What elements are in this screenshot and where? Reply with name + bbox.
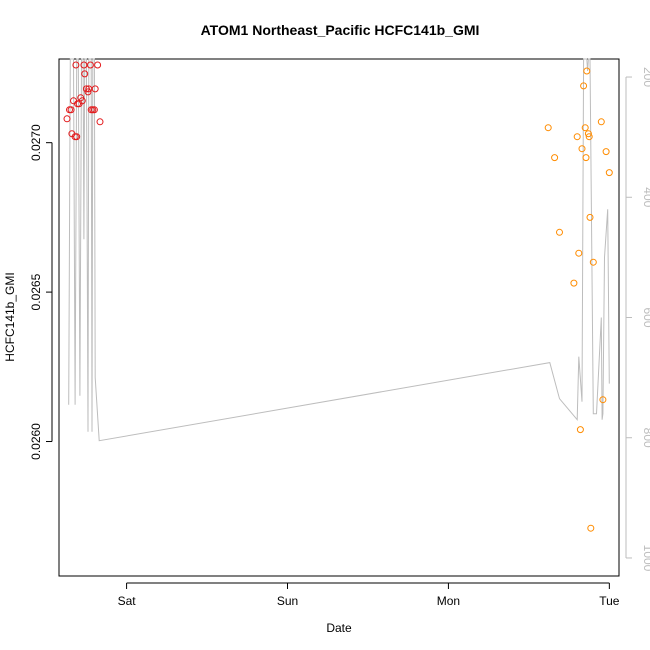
right-tick-label: 800 (641, 428, 650, 448)
altitude-line (68, 58, 610, 442)
right-tick-label: 400 (641, 187, 650, 207)
data-point-orange (582, 154, 590, 162)
x-tick-label: Mon (437, 594, 460, 608)
data-point-orange (580, 82, 588, 90)
data-point-red (86, 61, 94, 69)
data-point-orange (599, 396, 607, 404)
y-axis-label: HCFC141b_GMI (3, 272, 17, 361)
data-point-orange (589, 258, 597, 266)
data-point-orange (556, 228, 563, 236)
plot-frame (58, 58, 620, 577)
y-tick-label: 0.0270 (29, 124, 43, 161)
x-tick-label: Tue (599, 594, 620, 608)
data-point-orange (587, 524, 595, 532)
data-point-orange (581, 124, 589, 132)
data-point-orange (578, 145, 586, 153)
right-tick-label: 600 (641, 307, 650, 327)
altitude-series-line (68, 58, 610, 442)
data-point-red (90, 106, 98, 114)
data-point-red (73, 133, 81, 141)
y-tick-label: 0.0265 (29, 273, 43, 310)
x-tick-label: Sat (118, 594, 137, 608)
data-point-red (72, 61, 80, 69)
data-point-red (94, 61, 102, 69)
data-point-orange (597, 118, 605, 126)
data-point-orange (585, 133, 593, 141)
y-tick-label: 0.0260 (29, 423, 43, 460)
chart-title: ATOM1 Northeast_Pacific HCFC141b_GMI (201, 22, 480, 38)
right-axis: 200 400 600 800 1000 (625, 67, 650, 572)
data-point-orange (573, 133, 581, 141)
data-point-orange (551, 154, 559, 162)
data-point-orange (602, 148, 610, 156)
y-axis: 0.0260 0.0265 0.0270 (29, 124, 53, 460)
data-point-orange (570, 279, 578, 287)
x-axis: Sat Sun Mon Tue (118, 582, 620, 608)
data-points (63, 61, 613, 532)
data-point-red (96, 118, 104, 126)
data-point-red (78, 97, 86, 105)
data-point-red (91, 85, 99, 93)
data-point-orange (584, 130, 592, 138)
data-point-red (84, 88, 92, 96)
data-point-orange (576, 426, 584, 434)
data-point-orange (605, 169, 613, 177)
right-tick-label: 1000 (641, 545, 650, 572)
data-point-red (67, 106, 75, 114)
data-point-orange (583, 67, 591, 75)
x-tick-label: Sun (277, 594, 298, 608)
data-point-orange (575, 249, 583, 257)
data-point-red (81, 70, 89, 78)
data-point-orange (544, 124, 552, 132)
x-axis-label: Date (326, 621, 352, 635)
right-tick-label: 200 (641, 67, 650, 87)
data-point-red (63, 115, 71, 123)
data-point-orange (586, 213, 594, 221)
